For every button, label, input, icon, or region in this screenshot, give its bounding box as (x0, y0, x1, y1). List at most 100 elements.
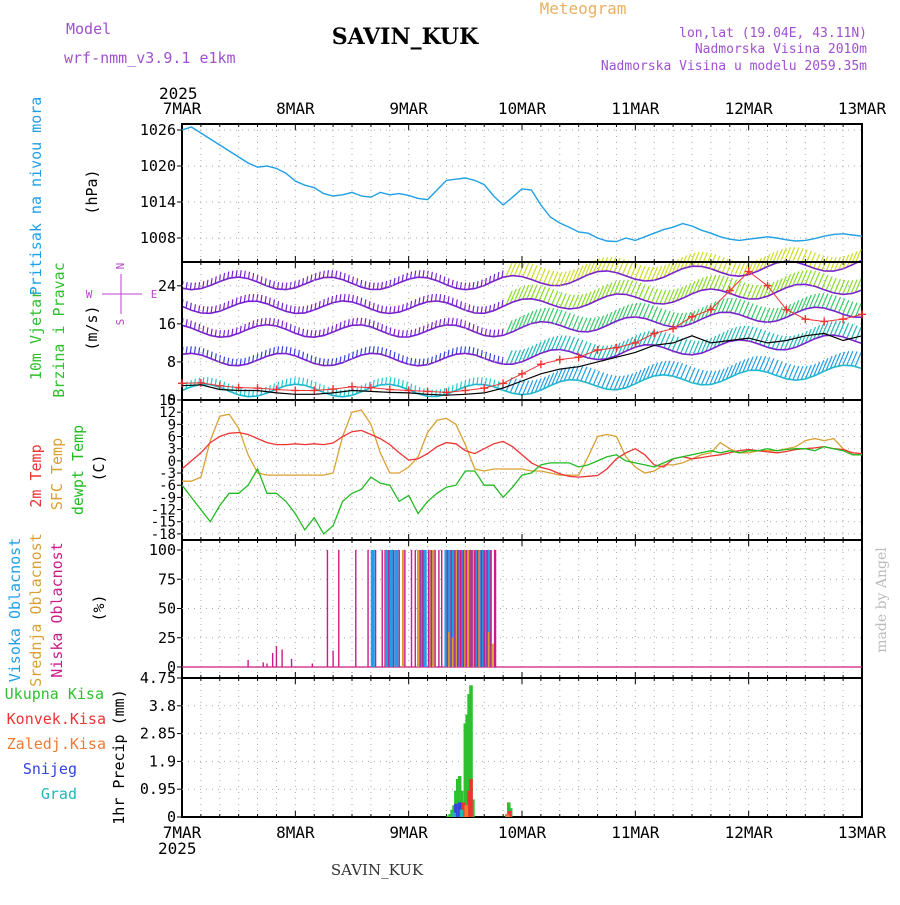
wind-barb (547, 372, 555, 388)
cloud-low-bar (483, 550, 485, 667)
wind-barb (696, 306, 704, 322)
wind-barb (210, 351, 213, 359)
wind-barb (784, 303, 792, 319)
wind-barb (401, 355, 404, 363)
wind-barb (389, 327, 392, 335)
wind-barb (601, 283, 609, 299)
wind-barb (838, 279, 846, 295)
wind-barb (750, 355, 758, 371)
wind-barb (347, 274, 350, 282)
wind-barb (210, 328, 213, 336)
wind-barb (796, 270, 804, 285)
wind-barb (385, 377, 388, 385)
wind-barb (821, 274, 829, 290)
cloud-low-bar (450, 550, 452, 667)
precip-tick-label: 0 (167, 808, 176, 826)
wind-barb (775, 361, 783, 376)
wind-barb (846, 280, 854, 295)
wind-barb (829, 354, 837, 369)
wind-barb (646, 363, 654, 379)
wind-barb (463, 320, 467, 328)
wind-barb (592, 344, 600, 360)
wind-barb (538, 268, 546, 283)
wind-barb (459, 301, 463, 309)
cloud-high-bar (419, 550, 424, 667)
wind-barb (621, 374, 630, 390)
wind-barb (264, 278, 267, 286)
wind-barb (214, 305, 217, 313)
wind-barb (609, 280, 617, 296)
wind-barb (846, 350, 854, 366)
wind-barb (555, 271, 563, 287)
wind-barb (642, 365, 650, 381)
cloud-low-bar (462, 550, 465, 667)
precip-ukupna-bar (459, 790, 464, 817)
wind-barb (825, 276, 833, 291)
cloud-low-bar (262, 662, 264, 667)
wind-barb (318, 271, 321, 279)
wind-barb (526, 284, 534, 299)
wind-barb (567, 336, 576, 352)
wind-barb (605, 344, 613, 360)
wind-barb (310, 304, 313, 312)
wind-barb (522, 380, 530, 395)
cloud-low-bar (434, 550, 436, 667)
cloud-mid-bar (477, 550, 480, 667)
wind-barb (235, 270, 238, 278)
wind-barb (534, 308, 542, 323)
precip-axis-label: 1hr Precip (mm) (110, 689, 128, 824)
wind-barb (318, 383, 321, 391)
wind-barb (409, 271, 413, 279)
wind-barb (534, 266, 542, 282)
cloud-low-bar (430, 550, 433, 667)
wind-barb (542, 337, 551, 353)
wind-barb (680, 284, 688, 300)
wind-barb (846, 301, 854, 316)
temp-tick-label: -6 (159, 478, 176, 494)
wind-barb (193, 346, 197, 354)
wind-barb (455, 281, 458, 289)
wind-barb (326, 327, 330, 335)
wind-barb (488, 275, 492, 284)
wind-barb (854, 303, 862, 318)
wind-barb (734, 360, 742, 376)
wind-barb (414, 358, 417, 366)
wind-barb (692, 308, 700, 324)
wind-barb (397, 353, 400, 361)
wind-barb (813, 293, 821, 308)
wind-barb (555, 335, 563, 350)
cloud-high-label: Visoka Oblacnost (6, 538, 24, 683)
wind-barb (763, 307, 771, 323)
wind-barb (630, 334, 638, 350)
wind-barb (459, 346, 463, 354)
wind-barb (447, 349, 450, 357)
wind-barb (285, 304, 288, 312)
wind-barb (422, 358, 425, 366)
wind-barb (409, 383, 413, 391)
cloud-low-bar (493, 550, 496, 667)
wind-barb (522, 262, 530, 278)
wind-barb (252, 272, 255, 281)
wind-barb (468, 282, 471, 290)
wind-barb (314, 330, 317, 338)
wind-barb (343, 273, 346, 281)
wind-barb (488, 353, 492, 361)
cloud-mid-bar (417, 550, 420, 667)
precip-konvek-bar (461, 802, 466, 817)
wind-barb (380, 347, 384, 355)
bottom-date-label: 7MAR (163, 823, 202, 842)
wind-barb (443, 318, 446, 326)
cloud-low-bar (271, 652, 274, 667)
wind-barb (530, 284, 538, 300)
wind-barb (638, 284, 646, 299)
temp-dew-line (181, 446, 862, 535)
wind-barb (597, 372, 605, 387)
cloud-mid-bar (454, 550, 457, 667)
wind-barb (339, 356, 342, 364)
cloud-mid-bar (401, 550, 405, 667)
wind-barb (306, 276, 309, 284)
wind-barb (692, 251, 700, 267)
wind-barb (281, 302, 284, 310)
cloud-low-label: Niska Oblacnost (48, 542, 66, 677)
